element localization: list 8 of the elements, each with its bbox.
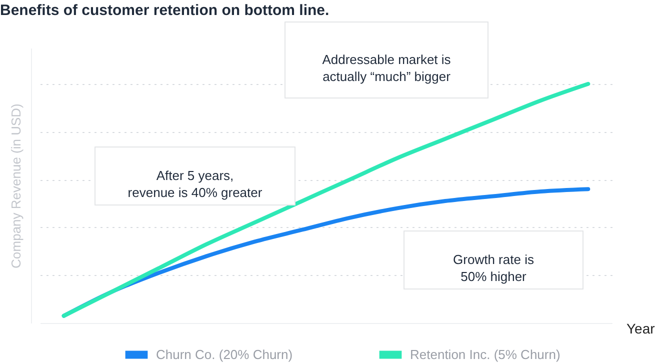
chart-title: Benefits of customer retention on bottom line.	[0, 2, 330, 19]
x-axis-title: Year	[626, 320, 656, 336]
annotation: Addressable market is actually “much” bigger	[322, 52, 452, 84]
legend-label: Churn Co. (20% Churn)	[156, 346, 293, 362]
legend-label: Retention Inc. (5% Churn)	[410, 346, 560, 362]
y-axis-title: Company Revenue (in USD)	[8, 104, 24, 268]
annotation: Growth rate is 50% higher	[453, 252, 534, 284]
annotation: After 5 years, revenue is 40% greater	[128, 168, 263, 200]
